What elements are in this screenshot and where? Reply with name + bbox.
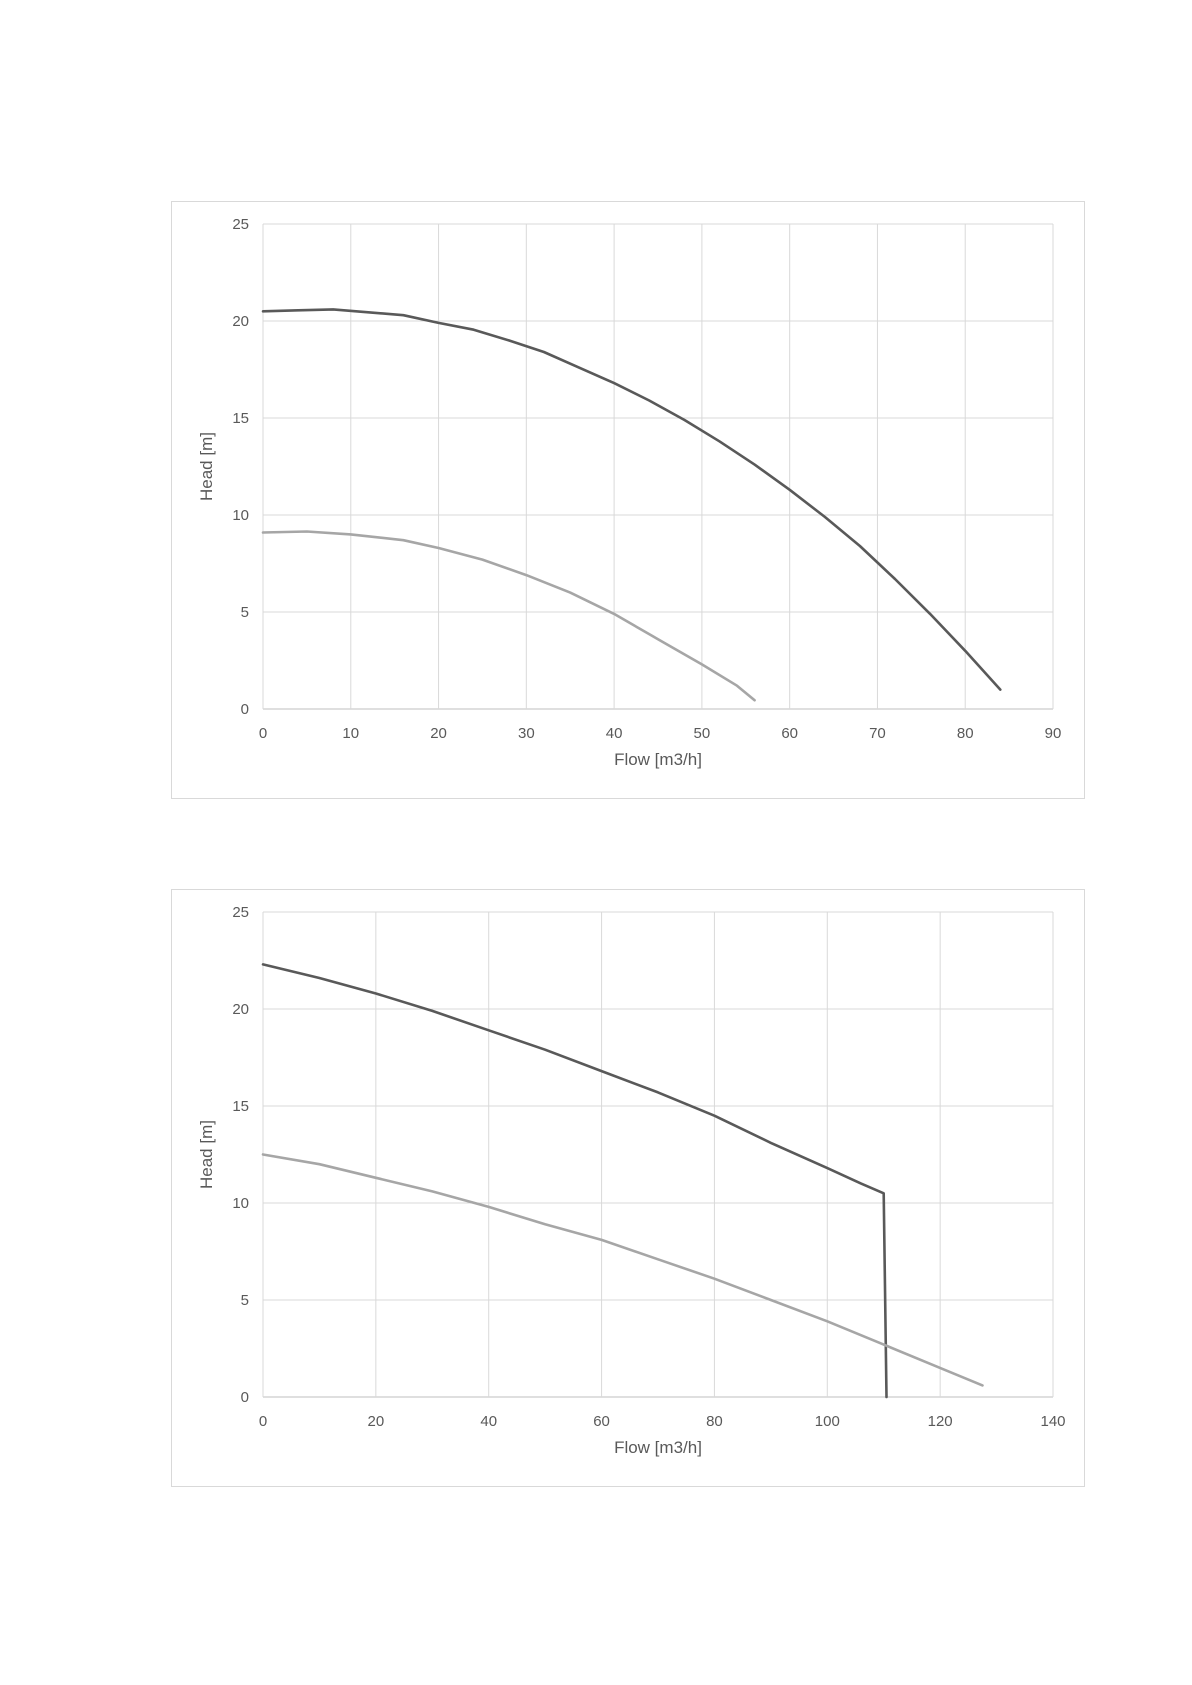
- chart-1-x-tick-label: 30: [518, 725, 535, 742]
- chart-1-x-tick-label: 50: [694, 725, 711, 742]
- chart-1-x-tick-label: 40: [606, 725, 623, 742]
- chart-2-x-tick-label: 0: [259, 1413, 267, 1430]
- chart-2-x-tick-label: 40: [480, 1413, 497, 1430]
- chart-2-y-tick-label: 15: [232, 1098, 249, 1115]
- chart-1-x-tick-label: 90: [1045, 725, 1062, 742]
- chart-1-y-tick-label: 15: [232, 410, 249, 427]
- chart-2-x-tick-label: 140: [1040, 1413, 1065, 1430]
- chart-2: 0 5 10 15 20 25 0 20 40 60 80 100 120 140 Flow [m3/h] H…: [171, 889, 1085, 1487]
- chart-1-series-2-line: [261, 530, 756, 702]
- chart-1-x-tick-label: 60: [781, 725, 798, 742]
- chart-1-x-axis-title: Flow [m3/h]: [614, 750, 702, 769]
- chart-2-y-tick-label: 0: [241, 1389, 249, 1406]
- chart-2-y-tick-label: 5: [241, 1292, 249, 1309]
- chart-2-x-tick-label: 120: [928, 1413, 953, 1430]
- chart-1-x-tick-label: 70: [869, 725, 886, 742]
- chart-2-x-tick-label: 20: [368, 1413, 385, 1430]
- chart-1-x-tick-label: 0: [259, 725, 267, 742]
- chart-1-y-tick-label: 10: [232, 507, 249, 524]
- chart-1-x-tick-label: 80: [957, 725, 974, 742]
- chart-2-x-tick-label: 80: [706, 1413, 723, 1430]
- chart-2-y-axis-title: Head [m]: [197, 1120, 216, 1189]
- chart-2-series-2-line: [261, 1153, 984, 1387]
- chart-2-x-tick-label: 60: [593, 1413, 610, 1430]
- chart-1-y-tick-label: 0: [241, 701, 249, 718]
- chart-1-svg: 0 5 10 15 20 25 0 10 20 30 40 50 60 70 80 90 Flow [m3/h]…: [197, 216, 1062, 769]
- chart-1-y-tick-label: 5: [241, 604, 249, 621]
- chart-2-x-tick-label: 100: [815, 1413, 840, 1430]
- chart-1-x-tick-label: 10: [342, 725, 359, 742]
- chart-2-y-tick-label: 25: [232, 904, 249, 921]
- chart-2-x-axis-title: Flow [m3/h]: [614, 1438, 702, 1457]
- chart-2-svg: 0 5 10 15 20 25 0 20 40 60 80 100 120 140 Flow [m3/h] H…: [197, 904, 1066, 1457]
- chart-1-y-axis-title: Head [m]: [197, 432, 216, 501]
- chart-1-y-tick-label: 20: [232, 313, 249, 330]
- chart-1-x-tick-label: 20: [430, 725, 447, 742]
- chart-1-series-1-line: [261, 308, 1002, 691]
- chart-1-y-tick-label: 25: [232, 216, 249, 233]
- chart-2-y-tick-label: 10: [232, 1195, 249, 1212]
- chart-1: 0 5 10 15 20 25 0 10 20 30 40 50 60 70 80 90 Flow [m3/h]…: [171, 201, 1085, 799]
- chart-2-y-tick-label: 20: [232, 1001, 249, 1018]
- chart-2-series-1-line: [261, 963, 888, 1399]
